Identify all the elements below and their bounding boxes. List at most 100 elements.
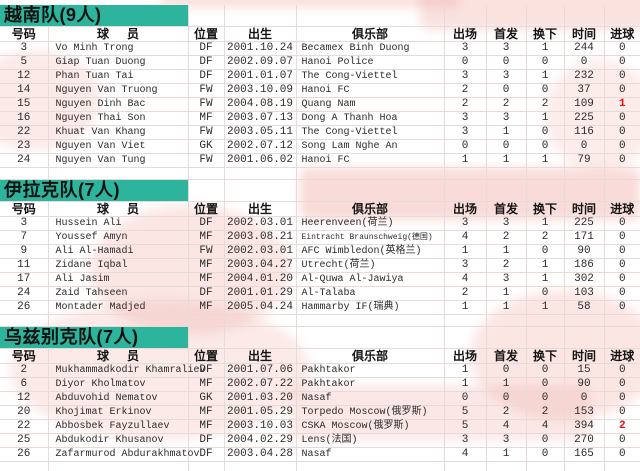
cell-pos: MF (188, 301, 224, 315)
cell-starts: 0 (486, 140, 526, 154)
spacer-cell (48, 462, 188, 471)
team-title-row: 伊拉克队(7人) (0, 180, 640, 202)
cell-pos: FW (188, 84, 224, 98)
cell-goals: 0 (604, 112, 640, 126)
cell-subbed: 0 (526, 364, 564, 378)
cell-club: Utrecht(荷兰) (296, 259, 444, 273)
column-header-number: 号码 (0, 202, 48, 217)
spacer-cell (0, 168, 48, 180)
cell-minutes: 0 (564, 56, 604, 70)
cell-player: Zaid Tahseen (48, 287, 188, 301)
cell-birth: 2002.03.01 (224, 217, 296, 231)
cell-apps: 3 (444, 42, 486, 56)
spacer-cell (564, 315, 604, 327)
cell-player: Khojimat Erkinov (48, 406, 188, 420)
cell-minutes: 15 (564, 364, 604, 378)
cell-minutes: 232 (564, 70, 604, 84)
cell-club: The Cong-Viettel (296, 126, 444, 140)
cell-birth: 2003.08.21 (224, 231, 296, 245)
cell-apps: 0 (444, 140, 486, 154)
cell-club: Torpedo Moscow(俄罗斯) (296, 406, 444, 420)
cell-goals: 0 (604, 70, 640, 84)
title-empty-cell (224, 327, 296, 349)
spacer-cell (296, 168, 444, 180)
column-header-minutes: 时间 (564, 349, 604, 364)
cell-minutes: 270 (564, 434, 604, 448)
spacer-cell (188, 168, 224, 180)
cell-subbed: 0 (526, 84, 564, 98)
cell-player: Giap Tuan Duong (48, 56, 188, 70)
cell-pos: GK (188, 140, 224, 154)
column-header-goals: 进球 (604, 349, 640, 364)
cell-minutes: 0 (564, 140, 604, 154)
cell-number: 23 (0, 140, 48, 154)
title-empty-cell (188, 180, 224, 202)
cell-birth: 2003.10.03 (224, 420, 296, 434)
spacer-cell (604, 462, 640, 471)
cell-player: Zafarmurod Abdurakhmatov (48, 448, 188, 462)
cell-goals: 0 (604, 301, 640, 315)
spacer-cell (224, 315, 296, 327)
spacer-cell (564, 168, 604, 180)
spacer-cell (0, 315, 48, 327)
title-empty-cell (564, 180, 604, 202)
cell-player: Ali Al-Hamadi (48, 245, 188, 259)
spacer-cell (296, 462, 444, 471)
cell-birth: 2003.05.11 (224, 126, 296, 140)
cell-apps: 2 (444, 287, 486, 301)
cell-pos: DF (188, 42, 224, 56)
cell-starts: 3 (486, 434, 526, 448)
title-empty-cell (188, 5, 224, 27)
cell-subbed: 1 (526, 42, 564, 56)
cell-player: Nguyen Van Viet (48, 140, 188, 154)
cell-starts: 0 (486, 56, 526, 70)
spacer-cell (224, 168, 296, 180)
title-empty-cell (444, 180, 486, 202)
cell-club: Dong A Thanh Hoa (296, 112, 444, 126)
column-header-birth: 出生 (224, 27, 296, 42)
cell-birth: 2001.10.24 (224, 42, 296, 56)
cell-birth: 2001.01.07 (224, 70, 296, 84)
cell-number: 11 (0, 259, 48, 273)
cell-player: Abduvohid Nematov (48, 392, 188, 406)
cell-apps: 5 (444, 420, 486, 434)
cell-player: Abdukodir Khusanov (48, 434, 188, 448)
column-header-number: 号码 (0, 27, 48, 42)
column-header-subbed: 换下 (526, 349, 564, 364)
cell-number: 6 (0, 378, 48, 392)
cell-number: 3 (0, 42, 48, 56)
cell-player: Nguyen Dinh Bac (48, 98, 188, 112)
column-header-minutes: 时间 (564, 202, 604, 217)
column-header-birth: 出生 (224, 349, 296, 364)
column-header-player: 球员 (48, 349, 188, 364)
column-header-pos: 位置 (188, 27, 224, 42)
cell-club: Eintracht Braunschweig(德国) (296, 231, 444, 245)
cell-goals: 0 (604, 42, 640, 56)
cell-club: CSKA Moscow(俄罗斯) (296, 420, 444, 434)
spacer-cell (188, 462, 224, 471)
cell-starts: 3 (486, 112, 526, 126)
cell-subbed: 0 (526, 448, 564, 462)
column-header-row: 号码球员位置出生俱乐部出场首发换下时间进球 (0, 27, 640, 42)
cell-goals: 0 (604, 259, 640, 273)
cell-minutes: 153 (564, 406, 604, 420)
title-empty-cell (564, 5, 604, 27)
cell-goals: 0 (604, 56, 640, 70)
cell-apps: 1 (444, 245, 486, 259)
title-empty-cell (296, 180, 444, 202)
cell-subbed: 0 (526, 140, 564, 154)
cell-apps: 1 (444, 364, 486, 378)
cell-number: 17 (0, 273, 48, 287)
cell-subbed: 4 (526, 420, 564, 434)
title-empty-cell (526, 5, 564, 27)
cell-birth: 2002.03.01 (224, 245, 296, 259)
team-title-row: 乌兹别克队(7人) (0, 327, 640, 349)
cell-player: Hussein Ali (48, 217, 188, 231)
cell-club: Pakhtakor (296, 364, 444, 378)
cell-goals: 0 (604, 406, 640, 420)
